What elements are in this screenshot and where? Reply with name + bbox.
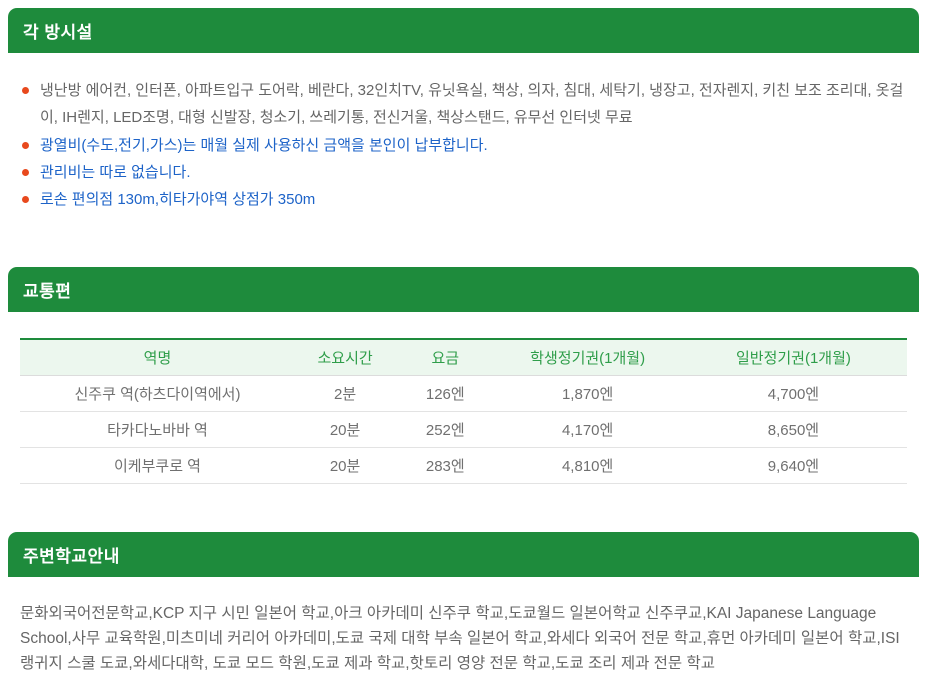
- transport-table-body: 신주쿠 역(하츠다이역에서) 2분 126엔 1,870엔 4,700엔 타카다…: [20, 375, 907, 484]
- table-row: 이케부쿠로 역 20분 283엔 4,810엔 9,640엔: [20, 447, 907, 484]
- cell-station: 신주쿠 역(하츠다이역에서): [20, 375, 295, 412]
- list-item: 관리비는 따로 없습니다.: [22, 159, 907, 186]
- bullet-dot-icon: [22, 87, 29, 94]
- col-header-fare: 요금: [431, 350, 460, 368]
- cell-general-pass: 8,650엔: [679, 411, 907, 448]
- section-transport: 교통편 역명 소요시간 요금 학생정기권(1개월) 일반정기권(1개월): [0, 267, 927, 484]
- list-item: 광열비(수도,전기,가스)는 매월 실제 사용하신 금액을 본인이 납부합니다.: [22, 132, 907, 159]
- list-item: 냉난방 에어컨, 인터폰, 아파트입구 도어락, 베란다, 32인치TV, 유닛…: [22, 77, 907, 132]
- col-header-duration: 소요시간: [317, 350, 373, 368]
- cell-station: 이케부쿠로 역: [20, 447, 295, 484]
- section-header-transport: 교통편: [8, 267, 919, 313]
- section-schools: 주변학교안내 문화외국어전문학교,KCP 지구 시민 일본어 학교,아크 아카데…: [0, 531, 927, 676]
- list-item: 로손 편의점 130m,히타가야역 상점가 350m: [22, 186, 907, 213]
- section-header-schools: 주변학교안내: [8, 531, 919, 577]
- bullet-dot-icon: [22, 196, 29, 204]
- transport-table-head: 역명 소요시간 요금 학생정기권(1개월) 일반정기권(1개월): [20, 339, 907, 376]
- col-header-station: 역명: [143, 350, 172, 368]
- section-facilities: 각 방시설 냉난방 에어컨, 인터폰, 아파트입구 도어락, 베란다, 32인치…: [0, 8, 927, 213]
- facilities-bullet-list: 냉난방 에어컨, 인터폰, 아파트입구 도어락, 베란다, 32인치TV, 유닛…: [0, 53, 927, 213]
- cell-fare: 252엔: [395, 411, 496, 448]
- cell-duration: 20분: [294, 447, 396, 484]
- cell-duration: 20분: [294, 411, 396, 448]
- table-header-row: 역명 소요시간 요금 학생정기권(1개월) 일반정기권(1개월): [20, 339, 907, 376]
- section-title-schools: 주변학교안내: [23, 546, 120, 566]
- bullet-dot-icon: [22, 168, 29, 176]
- page: 각 방시설 냉난방 에어컨, 인터폰, 아파트입구 도어락, 베란다, 32인치…: [0, 8, 927, 676]
- schools-text: 문화외국어전문학교,KCP 지구 시민 일본어 학교,아크 아카데미 신주쿠 학…: [20, 604, 900, 673]
- table-row: 타카다노바바 역 20분 252엔 4,170엔 8,650엔: [20, 411, 907, 448]
- section-title-facilities: 각 방시설: [23, 23, 93, 42]
- cell-general-pass: 4,700엔: [679, 375, 907, 412]
- cell-fare: 126엔: [395, 375, 496, 412]
- cell-station: 타카다노바바 역: [20, 411, 295, 448]
- cell-general-pass: 9,640엔: [679, 447, 907, 484]
- section-header-facilities: 각 방시설: [8, 8, 919, 53]
- bullet-text: 관리비는 따로 없습니다.: [40, 163, 191, 181]
- bullet-text: 로손 편의점 130m,히타가야역 상점가 350m: [40, 191, 316, 209]
- cell-fare: 283엔: [395, 447, 496, 484]
- cell-student-pass: 4,170엔: [495, 411, 680, 448]
- cell-student-pass: 1,870엔: [495, 375, 680, 412]
- cell-duration: 2분: [294, 375, 396, 412]
- section-title-transport: 교통편: [23, 282, 72, 302]
- bullet-dot-icon: [22, 141, 29, 149]
- transport-table: 역명 소요시간 요금 학생정기권(1개월) 일반정기권(1개월) 신주쿠 역(하…: [20, 338, 907, 484]
- col-header-general-pass: 일반정기권(1개월): [735, 350, 851, 368]
- bullet-text: 광열비(수도,전기,가스)는 매월 실제 사용하신 금액을 본인이 납부합니다.: [40, 136, 488, 154]
- table-row: 신주쿠 역(하츠다이역에서) 2분 126엔 1,870엔 4,700엔: [20, 375, 907, 412]
- bullet-text: 냉난방 에어컨, 인터폰, 아파트입구 도어락, 베란다, 32인치TV, 유닛…: [40, 82, 904, 127]
- col-header-student-pass: 학생정기권(1개월): [530, 350, 646, 368]
- cell-student-pass: 4,810엔: [495, 447, 680, 484]
